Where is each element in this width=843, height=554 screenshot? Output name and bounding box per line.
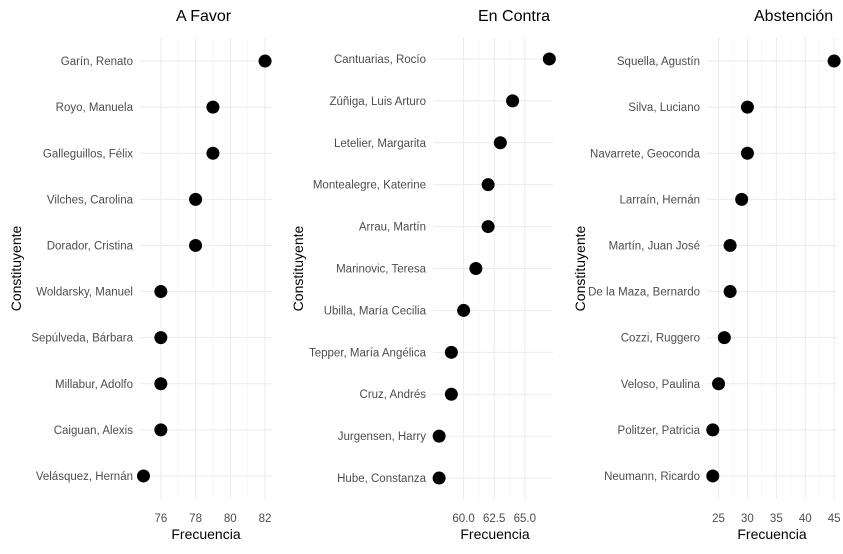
x-tick-label: 78	[189, 513, 202, 525]
y-tick-label: Navarrete, Geoconda	[590, 148, 701, 160]
x-axis-title: Frecuencia	[460, 526, 529, 542]
data-point-garin-renato	[259, 55, 272, 68]
y-tick-label: Hube, Constanza	[337, 473, 426, 485]
x-tick-label: 80	[224, 513, 237, 525]
y-tick-label: Royo, Manuela	[56, 102, 134, 114]
y-tick-label: Larraín, Hernán	[619, 194, 700, 206]
y-tick-label: Millabur, Adolfo	[55, 379, 133, 391]
data-point-caiguan-alexis	[154, 423, 167, 436]
y-tick-label: Squella, Agustín	[617, 56, 700, 68]
x-tick-label: 45	[828, 513, 841, 525]
y-tick-label: Cantuarias, Rocío	[334, 54, 426, 66]
y-axis-title: Constituyente	[8, 225, 24, 311]
data-point-neumann-ricardo	[706, 469, 719, 482]
data-point-politzer-patricia	[706, 423, 719, 436]
y-tick-label: Cozzi, Ruggero	[621, 333, 700, 345]
y-tick-label: Arrau, Martín	[359, 222, 426, 234]
y-tick-label: Woldarsky, Manuel	[36, 287, 133, 299]
x-tick-label: 25	[712, 513, 725, 525]
y-tick-label: Montealegre, Katerine	[313, 180, 426, 192]
y-tick-label: Sepúlveda, Bárbara	[31, 333, 133, 345]
data-point-galleguillos-felix	[206, 147, 219, 160]
y-tick-label: Politzer, Patricia	[618, 425, 701, 437]
x-tick-label: 60.0	[452, 513, 474, 525]
x-tick-label: 82	[259, 513, 272, 525]
y-tick-label: Veloso, Paulina	[621, 379, 701, 391]
data-point-montealegre-katerine	[482, 178, 495, 191]
data-point-vilches-carolina	[189, 193, 202, 206]
data-point-larrain-hernan	[735, 193, 748, 206]
data-point-cozzi-ruggero	[718, 331, 731, 344]
data-point-de-la-maza-bernardo	[724, 285, 737, 298]
data-point-sepulveda-barbara	[154, 331, 167, 344]
data-point-millabur-adolfo	[154, 377, 167, 390]
y-tick-label: Velásquez, Hernán	[36, 471, 133, 483]
y-tick-label: Marinovic, Teresa	[336, 264, 427, 276]
y-tick-label: Letelier, Margarita	[334, 138, 427, 150]
y-tick-label: Tepper, María Angélica	[309, 347, 427, 359]
data-point-arrau-martin	[482, 220, 495, 233]
data-point-letelier-margarita	[494, 136, 507, 149]
y-tick-label: Vilches, Carolina	[47, 194, 134, 206]
x-tick-label: 35	[770, 513, 783, 525]
data-point-cruz-andres	[445, 388, 458, 401]
data-point-tepper-maria-angelica	[445, 346, 458, 359]
y-tick-label: Ubilla, María Cecilia	[324, 305, 427, 317]
data-point-squella-agustin	[828, 55, 841, 68]
y-tick-label: Silva, Luciano	[628, 102, 700, 114]
panel-title: A Favor	[176, 8, 232, 25]
x-tick-label: 62.5	[483, 513, 505, 525]
x-tick-label: 40	[799, 513, 812, 525]
x-tick-label: 76	[154, 513, 167, 525]
y-tick-label: Dorador, Cristina	[47, 240, 134, 252]
data-point-jurgensen-harry	[433, 430, 446, 443]
panel-en-contra: En Contra Cantuarias, Rocío Zúñiga, Luis A…	[290, 8, 556, 542]
panel-a-favor: A Favor Garín, Renato Royo, Manuela Gallegu…	[8, 8, 272, 542]
x-axis-title: Frecuencia	[171, 526, 240, 542]
data-point-martin-juan-jose	[724, 239, 737, 252]
y-axis-title: Constituyente	[290, 225, 306, 311]
y-tick-label: Caiguan, Alexis	[54, 425, 134, 437]
y-tick-label: De la Maza, Bernardo	[588, 287, 700, 299]
y-tick-label: Garín, Renato	[61, 56, 133, 68]
y-tick-label: Neumann, Ricardo	[604, 471, 700, 483]
panel-title: En Contra	[478, 8, 550, 25]
y-tick-label: Martín, Juan José	[609, 240, 700, 252]
panel-title: Abstención	[754, 8, 833, 25]
y-tick-label: Cruz, Andrés	[360, 389, 427, 401]
y-tick-label: Zúñiga, Luis Arturo	[329, 96, 426, 108]
x-axis-title: Frecuencia	[737, 526, 806, 542]
data-point-woldarsky-manuel	[154, 285, 167, 298]
x-tick-label: 65.0	[514, 513, 536, 525]
y-tick-label: Jurgensen, Harry	[338, 431, 426, 443]
y-axis-title: Constituyente	[572, 225, 588, 311]
data-point-marinovic-teresa	[469, 262, 482, 275]
data-point-cantuarias-rocio	[543, 52, 556, 65]
data-point-silva-luciano	[741, 101, 754, 114]
data-point-ubilla-maria-cecilia	[457, 304, 470, 317]
data-point-dorador-cristina	[189, 239, 202, 252]
data-point-royo-manuela	[206, 101, 219, 114]
data-point-navarrete-geoconda	[741, 147, 754, 160]
y-tick-label: Galleguillos, Félix	[43, 148, 133, 160]
data-point-velasquez-hernan	[137, 469, 150, 482]
data-point-veloso-paulina	[712, 377, 725, 390]
panel-abstencion: Abstención Squella, Agustín Silva, Luciano…	[572, 8, 841, 542]
data-point-zuniga-luis-arturo	[506, 94, 519, 107]
x-tick-label: 30	[741, 513, 754, 525]
data-point-hube-constanza	[433, 472, 446, 485]
